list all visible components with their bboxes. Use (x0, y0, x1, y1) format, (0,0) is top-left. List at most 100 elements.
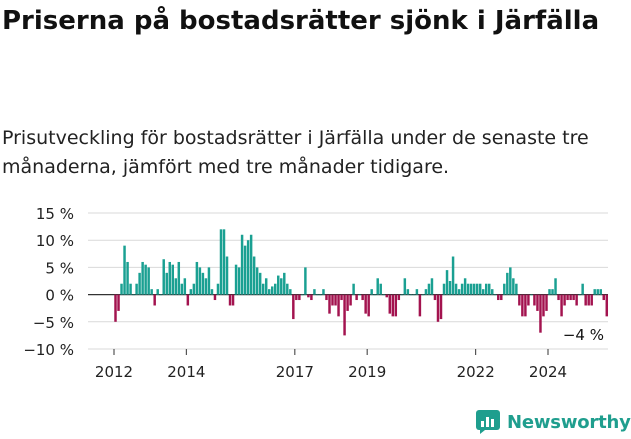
bar (174, 278, 178, 295)
bar (231, 294, 235, 306)
newsworthy-logo[interactable]: Newsworthy (475, 408, 631, 436)
y-tick-label: 10 % (36, 232, 74, 250)
bar (430, 278, 434, 295)
bar (509, 267, 512, 295)
bar (602, 294, 605, 301)
bar (144, 264, 147, 295)
bar (439, 294, 443, 320)
bar (280, 278, 283, 295)
x-tick-label: 2014 (167, 363, 205, 381)
bar (448, 281, 452, 295)
bar (147, 267, 150, 295)
bar (578, 294, 581, 296)
bar (599, 289, 602, 295)
bar (424, 289, 428, 295)
bar (319, 294, 322, 296)
bar (228, 294, 232, 306)
bar (515, 283, 518, 295)
bar (373, 294, 376, 296)
bar (180, 283, 184, 295)
bar (581, 283, 584, 295)
bar (497, 294, 500, 301)
bar (183, 278, 187, 295)
bar (267, 289, 271, 295)
bar (584, 294, 587, 306)
bar (325, 294, 328, 301)
bar (295, 294, 298, 301)
bar (195, 261, 199, 295)
bar (575, 294, 578, 306)
bar (394, 294, 398, 317)
bar (349, 294, 352, 306)
bar (117, 294, 120, 311)
bar (442, 283, 446, 295)
bar (283, 272, 286, 295)
y-tick-label: 0 % (45, 287, 74, 305)
bar (138, 272, 141, 295)
bar (484, 283, 488, 295)
newsworthy-logo-icon (476, 410, 500, 434)
bar (358, 294, 361, 296)
bar (481, 289, 485, 295)
bar (114, 294, 117, 322)
bar (527, 294, 530, 306)
bar (264, 278, 268, 295)
bar (132, 294, 135, 296)
bars (114, 229, 609, 336)
bar (298, 294, 301, 301)
bar (222, 229, 226, 295)
bar (427, 283, 431, 295)
bar (491, 289, 494, 295)
bar (506, 272, 509, 295)
bar (120, 283, 123, 295)
bar (587, 294, 590, 306)
bar (518, 294, 521, 306)
bar (252, 256, 256, 295)
bar (198, 267, 202, 295)
bar (454, 283, 458, 295)
bar (156, 289, 159, 295)
bar (563, 294, 566, 306)
bar (313, 289, 316, 295)
x-tick-label: 2019 (348, 363, 386, 381)
bar (415, 289, 419, 295)
bar (451, 256, 455, 295)
bar (590, 294, 593, 306)
bar (301, 294, 304, 296)
bar (249, 234, 253, 295)
x-tick-label: 2022 (457, 363, 495, 381)
bar (403, 278, 407, 295)
bar (560, 294, 563, 317)
bar (234, 264, 238, 295)
bar-chart: 15 % 10 % 5 % 0 % −5 % −10 % 2012 2014 2017 2019… (23, 205, 609, 381)
bar (433, 294, 437, 301)
bar (189, 289, 193, 295)
bar (370, 289, 373, 295)
bar (572, 294, 575, 301)
bar (289, 289, 292, 295)
bar (554, 278, 557, 295)
bar (503, 283, 506, 295)
bar (376, 278, 379, 295)
bar (412, 294, 416, 296)
bar (328, 294, 331, 314)
bar (512, 278, 515, 295)
bar (436, 294, 440, 322)
bar (258, 272, 262, 295)
x-tick-label: 2012 (95, 363, 133, 381)
bar (388, 294, 392, 314)
bar (322, 289, 325, 295)
bar (460, 283, 464, 295)
y-tick-label: 15 % (36, 205, 74, 223)
bar (304, 267, 307, 295)
bar (213, 294, 217, 301)
bar (445, 270, 449, 295)
bar (225, 256, 229, 295)
bar (478, 283, 482, 295)
bar (201, 272, 205, 295)
bar (566, 294, 569, 301)
bar (126, 261, 129, 295)
bar (240, 234, 244, 295)
bar (569, 294, 572, 301)
bar (153, 294, 156, 306)
